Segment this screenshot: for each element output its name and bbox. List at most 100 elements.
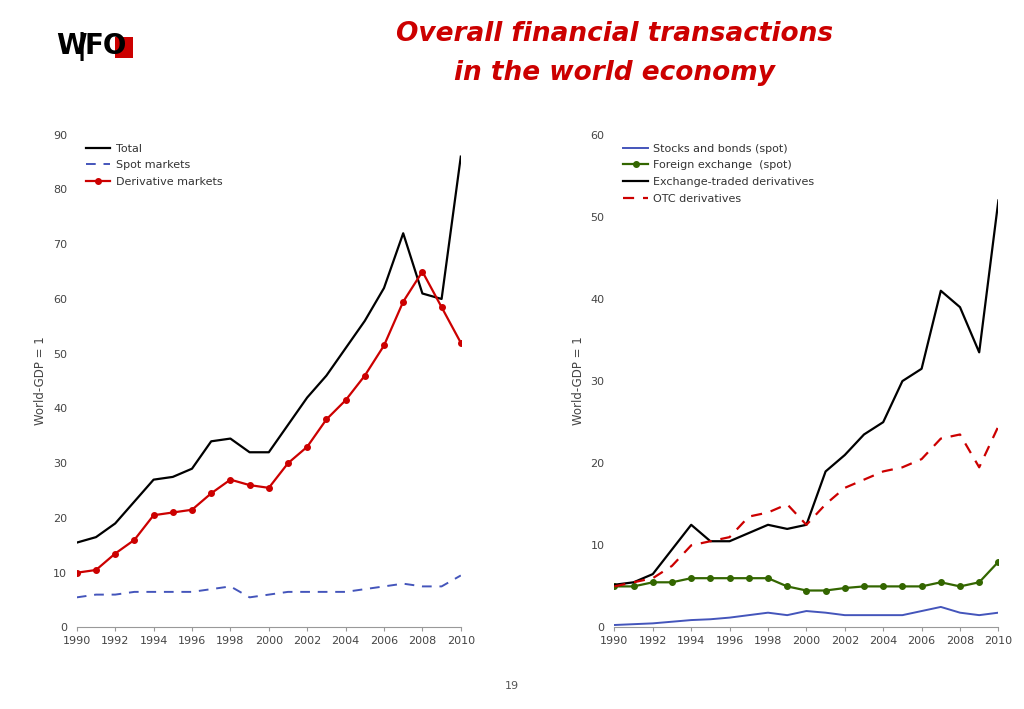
Spot markets <box>282 588 294 596</box>
Stocks and bonds (spot) <box>781 611 794 620</box>
Derivative markets <box>282 459 294 467</box>
OTC derivatives <box>705 537 717 545</box>
Stocks and bonds (spot) <box>628 620 640 628</box>
Derivative markets <box>90 566 102 574</box>
Line: Exchange-traded derivatives: Exchange-traded derivatives <box>614 201 998 585</box>
Total <box>244 448 256 457</box>
Exchange-traded derivatives <box>973 348 985 357</box>
Derivative markets <box>378 341 390 350</box>
Exchange-traded derivatives <box>742 529 755 537</box>
Line: Total: Total <box>77 157 461 542</box>
Text: W: W <box>56 32 87 60</box>
OTC derivatives <box>608 582 621 591</box>
Spot markets <box>186 588 199 596</box>
Foreign exchange  (spot) <box>839 584 851 592</box>
Derivative markets <box>147 511 160 520</box>
Foreign exchange  (spot) <box>973 578 985 586</box>
Spot markets <box>90 591 102 599</box>
Exchange-traded derivatives <box>858 430 870 439</box>
Exchange-traded derivatives <box>915 364 928 373</box>
Spot markets <box>128 588 140 596</box>
Derivative markets <box>128 535 140 544</box>
Derivative markets <box>397 298 410 306</box>
Derivative markets <box>110 549 122 558</box>
Total <box>435 295 447 303</box>
OTC derivatives <box>666 562 678 570</box>
OTC derivatives <box>839 484 851 492</box>
Foreign exchange  (spot) <box>742 574 755 583</box>
OTC derivatives <box>628 578 640 586</box>
Total <box>186 464 199 473</box>
OTC derivatives <box>992 422 1005 430</box>
Exchange-traded derivatives <box>685 520 697 529</box>
Foreign exchange  (spot) <box>954 582 967 591</box>
OTC derivatives <box>781 500 794 508</box>
Derivative markets <box>301 442 313 451</box>
Exchange-traded derivatives <box>839 451 851 459</box>
Foreign exchange  (spot) <box>647 578 659 586</box>
Total <box>397 229 410 238</box>
OTC derivatives <box>973 463 985 471</box>
Spot markets <box>244 593 256 602</box>
Stocks and bonds (spot) <box>954 608 967 617</box>
Stocks and bonds (spot) <box>819 608 831 617</box>
Spot markets <box>358 585 371 593</box>
Spot markets <box>321 588 333 596</box>
Spot markets <box>301 588 313 596</box>
Total <box>358 317 371 325</box>
Text: in the world economy: in the world economy <box>454 60 775 86</box>
Spot markets <box>263 591 275 599</box>
Foreign exchange  (spot) <box>762 574 774 583</box>
Foreign exchange  (spot) <box>878 582 890 591</box>
Exchange-traded derivatives <box>878 418 890 426</box>
Foreign exchange  (spot) <box>685 574 697 583</box>
Foreign exchange  (spot) <box>858 582 870 591</box>
Foreign exchange  (spot) <box>992 557 1005 566</box>
Spot markets <box>71 593 83 602</box>
Stocks and bonds (spot) <box>742 611 755 620</box>
Exchange-traded derivatives <box>647 570 659 579</box>
OTC derivatives <box>878 467 890 476</box>
Spot markets <box>110 591 122 599</box>
OTC derivatives <box>935 435 947 443</box>
Exchange-traded derivatives <box>705 537 717 545</box>
Stocks and bonds (spot) <box>666 618 678 626</box>
Stocks and bonds (spot) <box>608 621 621 630</box>
Foreign exchange  (spot) <box>724 574 736 583</box>
Stocks and bonds (spot) <box>935 603 947 611</box>
Stocks and bonds (spot) <box>915 607 928 615</box>
Derivative markets <box>186 506 199 514</box>
Spot markets <box>205 585 217 593</box>
OTC derivatives <box>819 500 831 508</box>
Spot markets <box>147 588 160 596</box>
Exchange-traded derivatives <box>935 286 947 295</box>
OTC derivatives <box>685 541 697 549</box>
Exchange-traded derivatives <box>896 377 908 386</box>
Total <box>417 289 429 298</box>
Exchange-traded derivatives <box>992 196 1005 205</box>
OTC derivatives <box>896 463 908 471</box>
OTC derivatives <box>724 533 736 542</box>
Total <box>263 448 275 457</box>
Derivative markets <box>71 569 83 577</box>
Spot markets <box>417 582 429 591</box>
Stocks and bonds (spot) <box>878 611 890 620</box>
OTC derivatives <box>742 513 755 521</box>
Exchange-traded derivatives <box>801 520 813 529</box>
Stocks and bonds (spot) <box>705 615 717 623</box>
Total <box>205 437 217 445</box>
Exchange-traded derivatives <box>724 537 736 545</box>
Stocks and bonds (spot) <box>724 613 736 622</box>
Exchange-traded derivatives <box>954 303 967 311</box>
Derivative markets <box>417 267 429 276</box>
OTC derivatives <box>801 520 813 529</box>
Derivative markets <box>167 508 179 517</box>
OTC derivatives <box>762 508 774 517</box>
Legend: Total, Spot markets, Derivative markets: Total, Spot markets, Derivative markets <box>82 140 225 190</box>
Spot markets <box>435 582 447 591</box>
Foreign exchange  (spot) <box>628 582 640 591</box>
Stocks and bonds (spot) <box>992 608 1005 617</box>
Derivative markets <box>435 303 447 311</box>
Spot markets <box>167 588 179 596</box>
Total <box>71 538 83 547</box>
